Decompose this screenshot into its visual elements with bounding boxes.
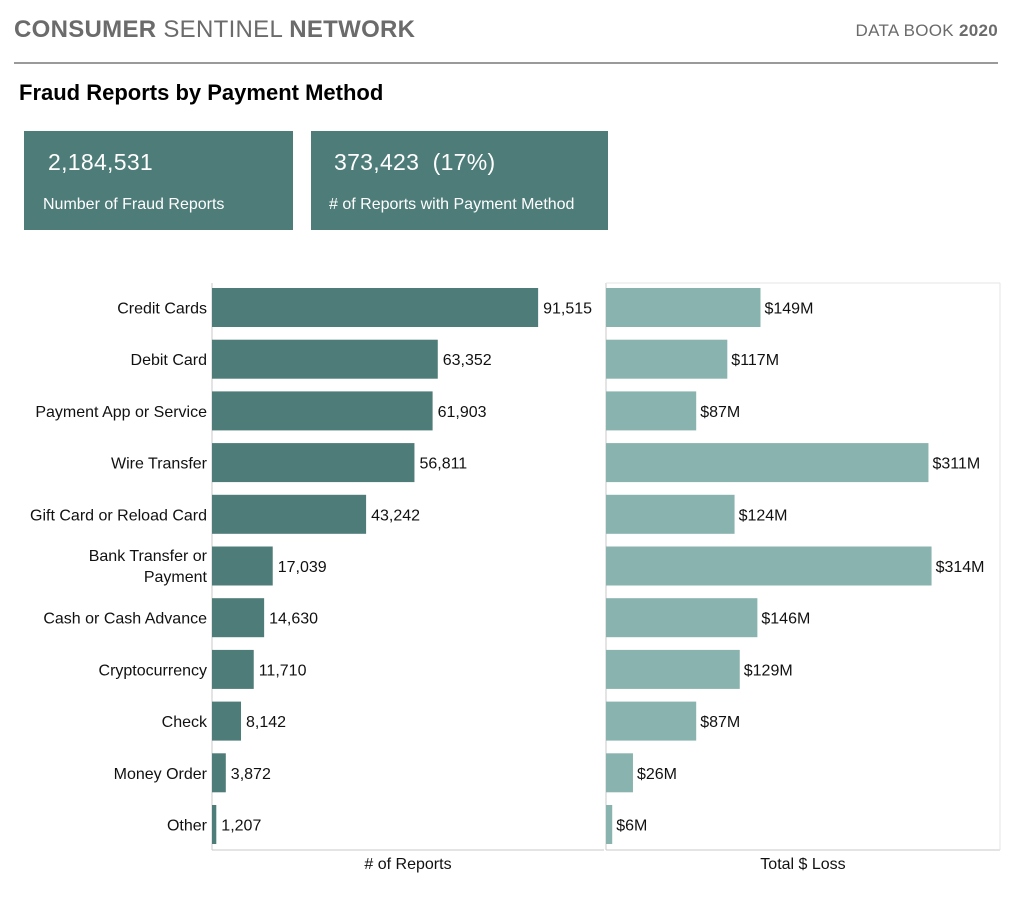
loss-bar: [606, 805, 613, 844]
reports-value-label: 11,710: [259, 662, 307, 679]
header-divider: [14, 62, 998, 64]
loss-value-label: $311M: [932, 456, 980, 473]
category-label-line: Bank Transfer or: [89, 548, 208, 565]
category-label: Wire Transfer: [111, 456, 208, 473]
loss-value-label: $117M: [731, 352, 779, 369]
loss-bar: [606, 649, 740, 689]
loss-value-label: $87M: [700, 404, 740, 421]
reports-bar: [212, 701, 242, 741]
reports-bar: [212, 546, 273, 586]
kpi-label: # of Reports with Payment Method: [329, 196, 575, 213]
kpi-card-payment-method-reports: 373,423 (17%) # of Reports with Payment …: [311, 131, 608, 230]
category-label: Credit Cards: [117, 301, 207, 318]
reports-bar: [212, 649, 254, 689]
loss-bar: [606, 546, 932, 586]
reports-value-label: 17,039: [278, 559, 327, 576]
loss-bar: [606, 443, 929, 483]
x-axis-title-reports: # of Reports: [364, 856, 451, 873]
brand-title: CONSUMER SENTINEL NETWORK: [14, 16, 415, 44]
reports-bar: [212, 443, 415, 483]
loss-bar: [606, 339, 728, 379]
loss-bar: [606, 391, 697, 431]
category-label: Bank Transfer or Payment: [89, 548, 208, 586]
loss-value-label: $314M: [936, 559, 985, 576]
category-label: Cryptocurrency: [99, 662, 207, 679]
reports-bar: [212, 753, 226, 793]
category-label: Check: [162, 714, 208, 731]
loss-value-label: $26M: [637, 766, 677, 783]
loss-bar: [606, 288, 761, 327]
brand-word-sentinel: SENTINEL: [163, 16, 283, 43]
brand-word-consumer: CONSUMER: [14, 16, 157, 43]
loss-bar: [606, 753, 633, 793]
reports-bar: [212, 391, 433, 431]
loss-bar: [606, 701, 697, 741]
x-axis-title-loss: Total $ Loss: [760, 856, 845, 873]
databook-year: 2020: [958, 21, 998, 40]
loss-value-label: $146M: [761, 611, 810, 628]
category-label: Gift Card or Reload Card: [30, 507, 207, 524]
category-label: Other: [167, 818, 208, 835]
reports-bar: [212, 288, 539, 327]
loss-bar: [606, 598, 758, 638]
reports-value-label: 43,242: [371, 507, 420, 524]
databook-text: DATA BOOK: [855, 21, 954, 40]
databook-label: DATA BOOK 2020: [856, 21, 999, 41]
reports-value-label: 56,811: [419, 456, 467, 473]
category-label: Payment App or Service: [35, 404, 207, 421]
reports-value-label: 1,207: [221, 818, 261, 835]
reports-bar: [212, 805, 217, 844]
category-label: Money Order: [114, 766, 208, 783]
reports-value-label: 63,352: [443, 352, 492, 369]
category-label: Cash or Cash Advance: [43, 611, 207, 628]
reports-bar: [212, 494, 367, 534]
kpi-value: 373,423 (17%): [334, 149, 496, 175]
reports-bar: [212, 598, 265, 638]
kpi-label: Number of Fraud Reports: [43, 196, 225, 213]
loss-value-label: $6M: [616, 818, 647, 835]
loss-value-label: $124M: [739, 507, 788, 524]
page-title: Fraud Reports by Payment Method: [19, 80, 384, 105]
kpi-card-fraud-reports: 2,184,531 Number of Fraud Reports: [24, 131, 293, 230]
reports-bar: [212, 339, 438, 379]
reports-value-label: 61,903: [438, 404, 487, 421]
brand-word-network: NETWORK: [289, 16, 416, 43]
reports-value-label: 3,872: [231, 766, 271, 783]
loss-value-label: $87M: [700, 714, 740, 731]
kpi-value: 2,184,531: [48, 149, 154, 175]
reports-value-label: 14,630: [269, 611, 318, 628]
loss-value-label: $149M: [764, 301, 813, 318]
header: CONSUMER SENTINEL NETWORK DATA BOOK 2020: [14, 14, 998, 54]
reports-value-label: 8,142: [246, 714, 286, 731]
loss-bar: [606, 494, 735, 534]
loss-value-label: $129M: [744, 662, 793, 679]
category-label-line: Payment: [144, 569, 208, 586]
category-label: Debit Card: [131, 352, 207, 369]
reports-value-label: 91,515: [543, 301, 592, 318]
